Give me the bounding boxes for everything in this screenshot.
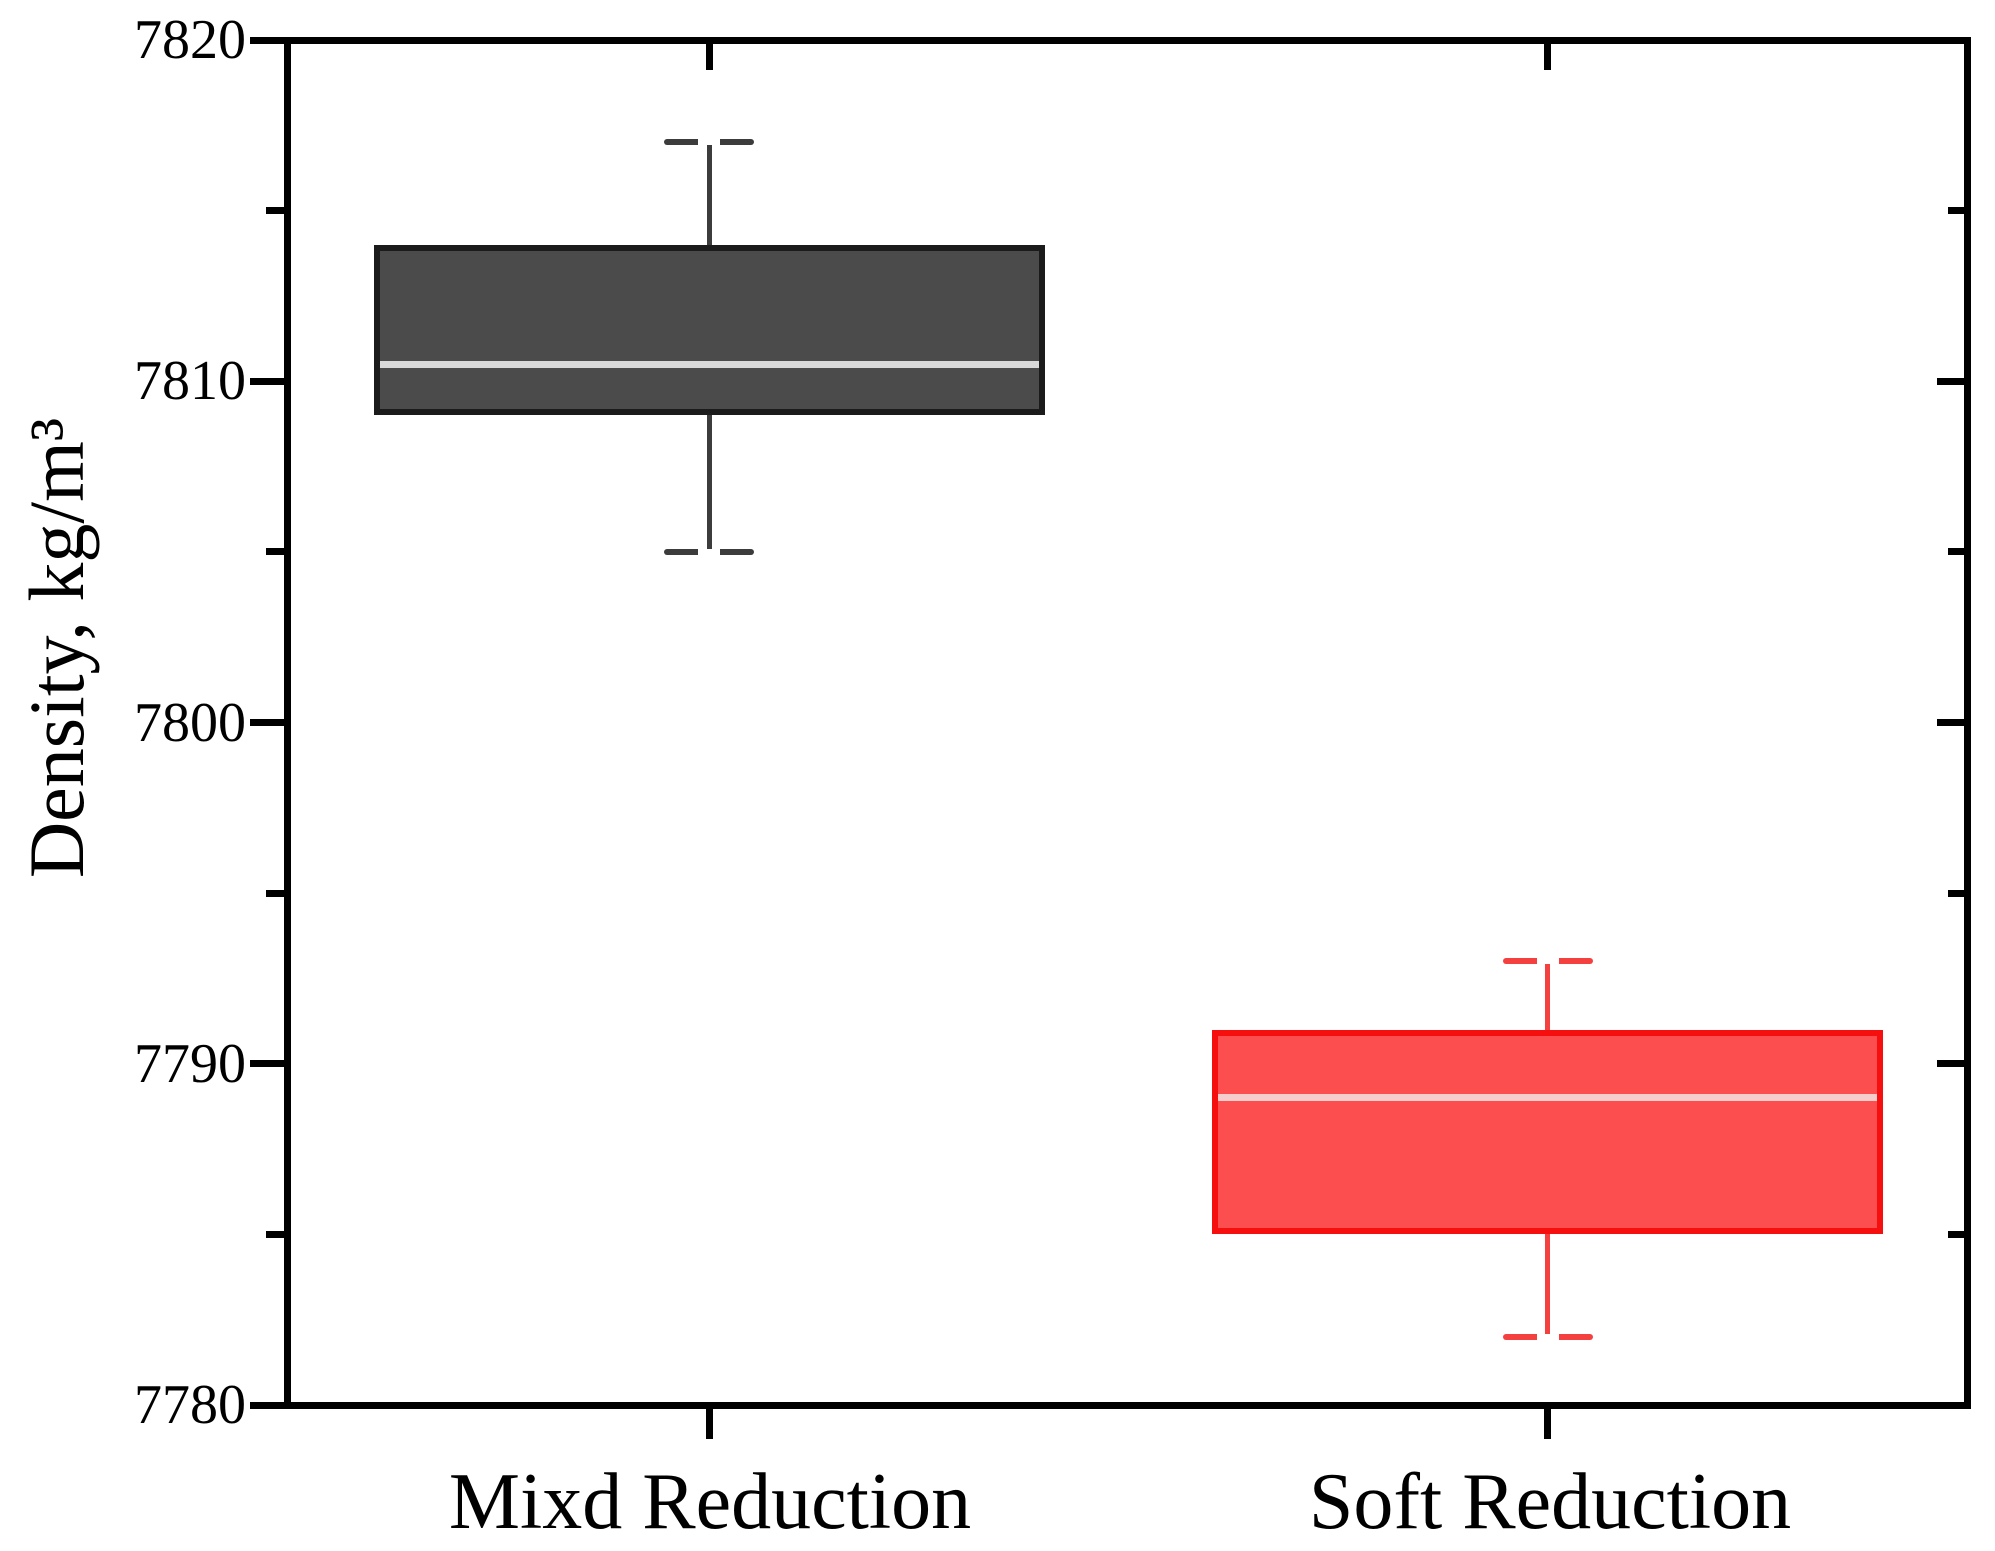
y-minor-tick-left (266, 207, 284, 215)
whisker-cap-notch (1536, 958, 1559, 965)
box-body (1212, 1029, 1884, 1235)
y-tick-label: 7790 (134, 1032, 246, 1095)
y-major-tick-left (250, 719, 284, 726)
x-tick-bottom (705, 1409, 713, 1439)
y-minor-tick-right (1948, 548, 1964, 556)
y-major-tick-left (250, 1401, 284, 1409)
whisker-cap-notch (698, 139, 721, 146)
whisker-cap-notch (1536, 1333, 1559, 1340)
x-tick-top (1544, 44, 1552, 70)
y-minor-tick-left (266, 548, 284, 556)
y-major-tick-right (1937, 36, 1964, 44)
y-major-tick-left (250, 36, 284, 44)
y-major-tick-left (250, 377, 284, 385)
y-minor-tick-right (1948, 207, 1964, 215)
box-whisker-upper (1545, 961, 1551, 1030)
y-major-tick-right (1937, 1060, 1964, 1068)
y-minor-tick-left (266, 1230, 284, 1238)
y-major-tick-right (1937, 1401, 1964, 1409)
box-whisker-lower (706, 415, 712, 552)
y-minor-tick-right (1948, 1230, 1964, 1238)
box-body (373, 244, 1045, 416)
y-major-tick-left (250, 1060, 284, 1068)
y-tick-label: 7800 (134, 691, 246, 754)
y-major-tick-right (1937, 377, 1964, 385)
y-minor-tick-right (1948, 889, 1964, 897)
x-axis-spine-bottom (284, 1402, 1971, 1409)
box-median-line (379, 360, 1039, 368)
y-tick-label: 7780 (134, 1374, 246, 1436)
y-tick-label: 7820 (134, 9, 246, 71)
x-tick-label-soft-reduction: Soft Reduction (1308, 1458, 1792, 1546)
y-axis-spine-right (1964, 37, 1971, 1409)
whisker-cap-notch (698, 548, 721, 555)
y-axis-title-text: Density, kg/m³ (13, 417, 100, 879)
y-tick-label: 7810 (134, 350, 246, 413)
x-tick-bottom (1544, 1409, 1552, 1439)
y-axis-spine-left (284, 37, 291, 1409)
x-tick-label-mixd-reduction: Mixd Reduction (448, 1458, 972, 1546)
x-tick-top (705, 44, 713, 70)
y-minor-tick-left (266, 889, 284, 897)
y-major-tick-right (1937, 719, 1964, 726)
box-median-line (1218, 1094, 1878, 1102)
x-axis-spine-top (284, 37, 1971, 44)
box-whisker-lower (1545, 1234, 1551, 1337)
box-whisker-upper (706, 142, 712, 245)
